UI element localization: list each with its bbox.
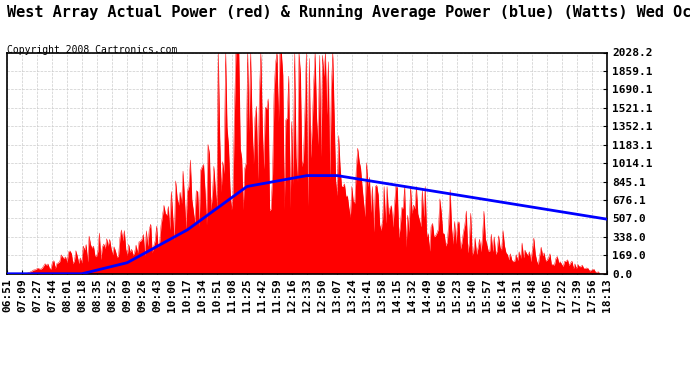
Text: West Array Actual Power (red) & Running Average Power (blue) (Watts) Wed Oct 1 1: West Array Actual Power (red) & Running …	[7, 4, 690, 20]
Text: Copyright 2008 Cartronics.com: Copyright 2008 Cartronics.com	[7, 45, 177, 55]
